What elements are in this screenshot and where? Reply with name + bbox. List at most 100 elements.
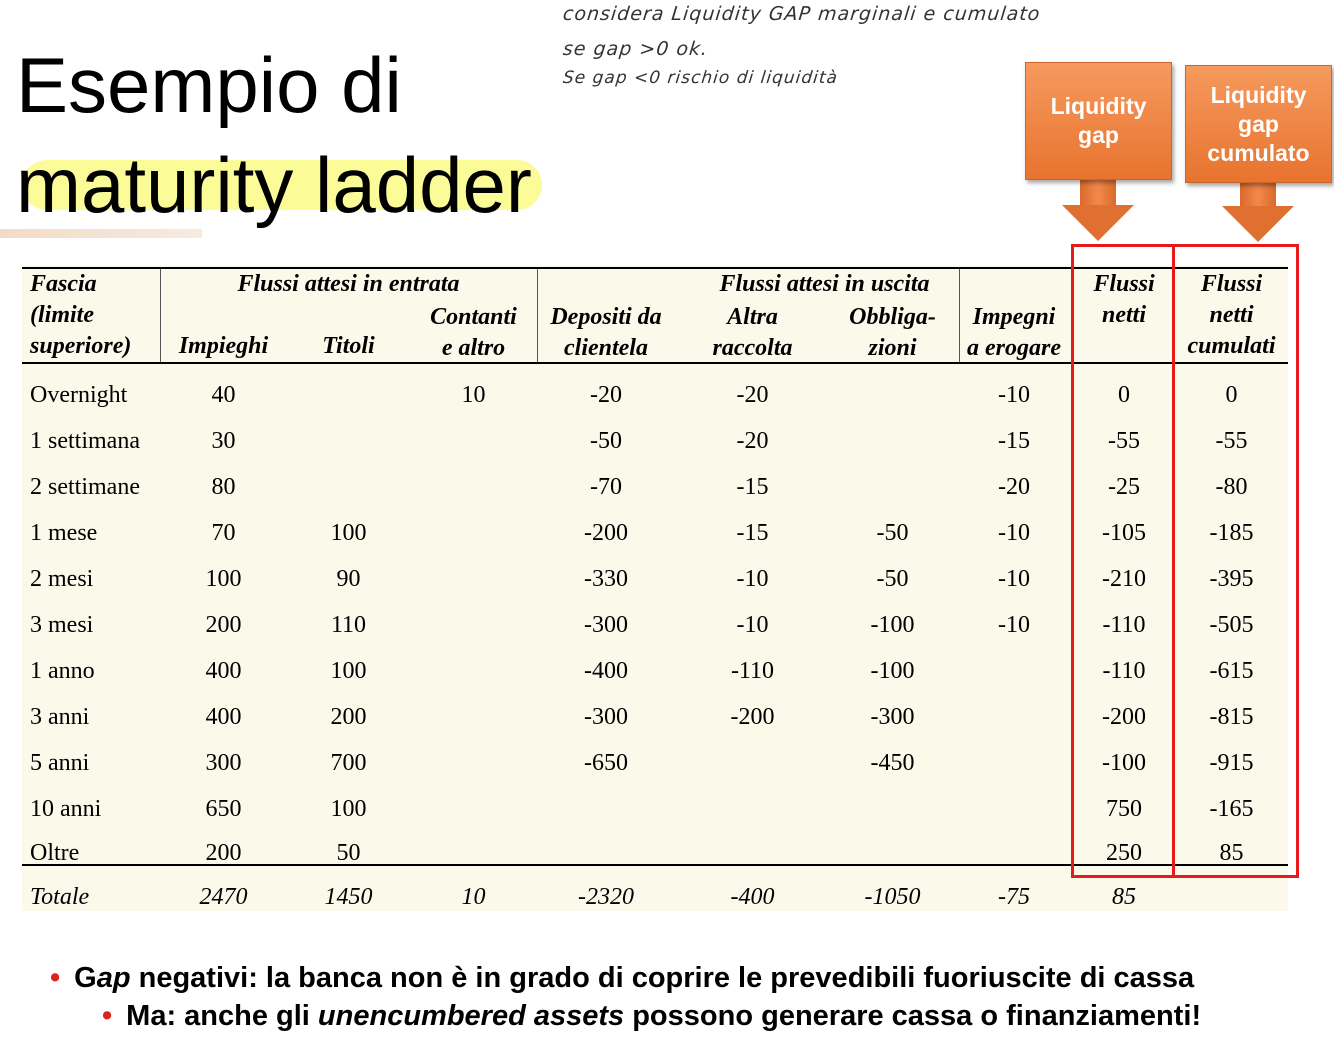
table-cell: 10 [461, 382, 486, 408]
header-rule [22, 362, 1288, 364]
handwritten-note: considera Liquidity GAP marginali e cumu… [561, 3, 1042, 25]
table-cell: -10 [998, 612, 1030, 638]
table-cell [830, 380, 955, 410]
callout-liquidity-gap-cumulato: Liquidity gap cumulato [1185, 65, 1332, 183]
table-cell: Totale [30, 884, 90, 910]
table-row: 2 settimane 80 -70 -15 -20 -25 -80 [22, 472, 1288, 502]
table-cell: -10 [736, 566, 769, 592]
header-fascia: Fascia (limite superiore) [30, 271, 132, 359]
table-cell: -50 [876, 566, 909, 592]
bullet-dot-icon: • [50, 962, 61, 994]
table-row: 3 anni 400 200 -300 -200 -300 -200 -815 [22, 702, 1288, 732]
table-cell: -100 [870, 658, 915, 684]
table-cell: 30 [211, 428, 236, 454]
table-cell: -200 [1102, 704, 1146, 730]
table-cell: -110 [730, 658, 775, 684]
table-cell: 100 [205, 566, 242, 592]
table-cell: -400 [584, 658, 628, 684]
table-cell: -915 [1209, 750, 1254, 776]
table-cell: -615 [1209, 658, 1254, 684]
table-row: 10 anni 650 100 750 -165 [22, 794, 1288, 824]
header-cumulati: Flussi netti cumulati [1187, 271, 1276, 359]
table-cell: 110 [330, 612, 367, 638]
table-cell: 0 [1118, 382, 1130, 408]
table-cell: -20 [736, 382, 769, 408]
table-cell: -300 [584, 612, 628, 638]
table-cell: 1 mese [30, 520, 98, 546]
table-cell [1175, 882, 1288, 912]
table-cell [675, 748, 830, 778]
table-cell: 3 mesi [30, 612, 94, 638]
table-cell [410, 518, 537, 548]
table-cell [537, 838, 675, 868]
table-row: 2 mesi 100 90 -330 -10 -50 -10 -210 -395 [22, 564, 1288, 594]
callout-label: Liquidity gap [1050, 93, 1147, 148]
table-cell: -815 [1209, 704, 1254, 730]
title-line-1: Esempio di [16, 41, 402, 129]
table-cell: -10 [736, 612, 769, 638]
table-top-rule [22, 267, 1288, 269]
header-netti: Flussi netti [1093, 271, 1155, 328]
table-cell: -200 [730, 704, 775, 730]
table-cell: -200 [584, 520, 628, 546]
handwritten-note: Se gap <0 rischio di liquidità [561, 68, 840, 88]
table-row: Oltre 200 50 250 85 [22, 838, 1288, 868]
table-cell [287, 380, 410, 410]
table-cell: -50 [876, 520, 909, 546]
table-cell: -15 [998, 428, 1030, 454]
arrow-down-icon [1222, 206, 1294, 242]
table-cell: -110 [1102, 658, 1146, 684]
table-row: 1 settimana 30 -50 -20 -15 -55 -55 [22, 426, 1288, 456]
table-cell: -395 [1209, 566, 1254, 592]
arrow-stem [1080, 175, 1116, 207]
table-cell: 2470 [199, 884, 248, 910]
table-cell: Overnight [30, 382, 128, 408]
table-cell: -20 [998, 474, 1030, 500]
table-cell [410, 656, 537, 686]
maturity-ladder-table: Fascia (limite superiore) Flussi attesi in… [22, 265, 1288, 911]
table-cell: -450 [870, 750, 915, 776]
table-cell: -25 [1108, 474, 1140, 500]
arrow-down-icon [1062, 205, 1134, 241]
callout-label: Liquidity gap cumulato [1207, 81, 1310, 166]
table-cell: -20 [736, 428, 769, 454]
table-cell: -50 [590, 428, 622, 454]
table-cell [410, 610, 537, 640]
callout-liquidity-gap: Liquidity gap [1025, 62, 1172, 180]
table-cell: -55 [1215, 428, 1248, 454]
table-cell [410, 748, 537, 778]
table-cell: -75 [998, 884, 1030, 910]
table-cell [287, 472, 410, 502]
table-cell: 200 [205, 840, 242, 866]
divider [160, 269, 161, 362]
table-cell: 85 [1112, 884, 1136, 910]
bullet-2: • Ma: anche gli unencumbered assets posso… [102, 1000, 1202, 1032]
table-cell: 400 [205, 704, 242, 730]
table-cell: 2 settimane [30, 474, 140, 500]
table-cell: 300 [205, 750, 242, 776]
table-cell: 100 [330, 658, 367, 684]
header-uscita-group: Flussi attesi in uscita [719, 271, 930, 297]
table-cell: Oltre [30, 840, 80, 866]
table-cell [675, 794, 830, 824]
header-altra: Altra raccolta [712, 304, 793, 361]
table-cell [410, 564, 537, 594]
table-cell: -400 [730, 884, 775, 910]
table-cell [955, 656, 1073, 686]
table-cell: -70 [590, 474, 622, 500]
table-cell: 90 [336, 566, 361, 592]
table-cell [830, 426, 955, 456]
table-cell [410, 794, 537, 824]
bullet-1: • Gap negativi: la banca non è in grado d… [50, 962, 1195, 994]
table-cell: -165 [1209, 796, 1254, 822]
table-cell: 650 [205, 796, 242, 822]
title-line-2: maturity ladder [16, 141, 532, 229]
table-row: 1 mese 70 100 -200 -15 -50 -10 -105 -185 [22, 518, 1288, 548]
table-cell [410, 838, 537, 868]
table-cell [830, 794, 955, 824]
table-cell: 100 [330, 520, 367, 546]
highlight-box-netti [1071, 244, 1175, 878]
table-cell: -110 [1102, 612, 1146, 638]
table-cell: 2 mesi [30, 566, 94, 592]
table-cell: 3 anni [30, 704, 90, 730]
